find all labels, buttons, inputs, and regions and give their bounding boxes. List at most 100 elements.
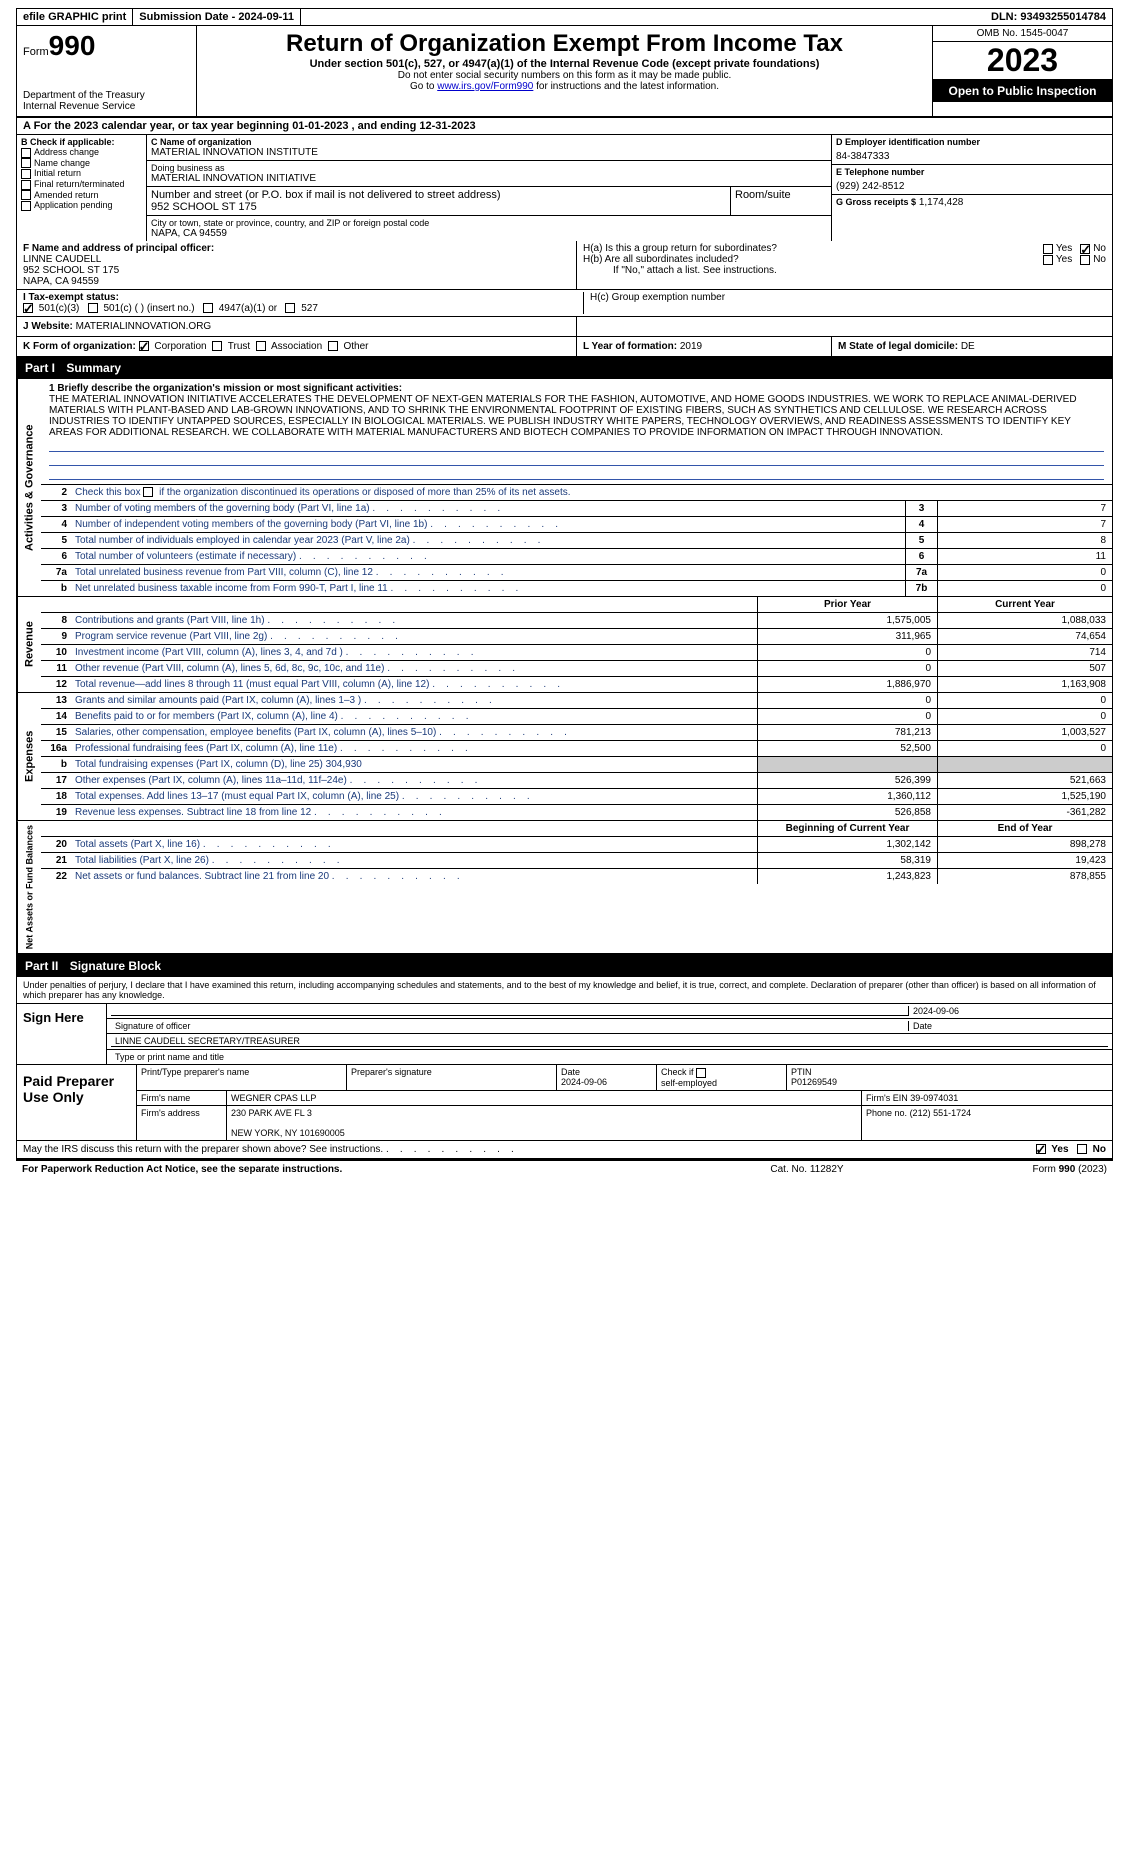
year-formation-label: L Year of formation: xyxy=(583,341,677,352)
phone-value: (929) 242-8512 xyxy=(836,181,1108,192)
line-num: 14 xyxy=(41,709,71,724)
current-year-value: 1,525,190 xyxy=(937,789,1112,804)
line-num: 10 xyxy=(41,645,71,660)
blank-line xyxy=(49,468,1104,480)
prior-year-value: 1,886,970 xyxy=(757,677,937,692)
line-num: 13 xyxy=(41,693,71,708)
chk-other[interactable] xyxy=(328,341,338,351)
line-desc: Grants and similar amounts paid (Part IX… xyxy=(71,693,757,708)
line-desc: Other revenue (Part VIII, column (A), li… xyxy=(71,661,757,676)
current-year-value: 714 xyxy=(937,645,1112,660)
current-year-value: -361,282 xyxy=(937,805,1112,820)
line-desc: Check this box if the organization disco… xyxy=(71,485,1112,500)
signature-block: Under penalties of perjury, I declare th… xyxy=(16,977,1113,1141)
irs-link[interactable]: www.irs.gov/Form990 xyxy=(437,81,533,92)
line-num: 5 xyxy=(41,533,71,548)
chk-corp[interactable] xyxy=(139,341,149,351)
form-footer-label: Form 990 (2023) xyxy=(907,1164,1107,1175)
goto-note: Go to www.irs.gov/Form990 for instructio… xyxy=(203,81,926,92)
chk-discuss-no[interactable] xyxy=(1077,1144,1087,1154)
chk-self-emp[interactable] xyxy=(696,1068,706,1078)
chk-501c[interactable] xyxy=(88,303,98,313)
state-domicile: DE xyxy=(961,341,975,352)
chk-ha-no[interactable] xyxy=(1080,244,1090,254)
gross-label: G Gross receipts $ xyxy=(836,197,916,207)
line-desc: Contributions and grants (Part VIII, lin… xyxy=(71,613,757,628)
hb-yes: Yes xyxy=(1056,254,1072,265)
prior-year-value: 52,500 xyxy=(757,741,937,756)
hb-note: If "No," attach a list. See instructions… xyxy=(583,265,1106,276)
current-year-value: 0 xyxy=(937,693,1112,708)
chk-assoc[interactable] xyxy=(256,341,266,351)
prior-year-value: 1,575,005 xyxy=(757,613,937,628)
form-number: 990 xyxy=(49,30,96,61)
state-domicile-label: M State of legal domicile: xyxy=(838,341,958,352)
dln: DLN: 93493255014784 xyxy=(985,9,1112,25)
line-desc: Number of independent voting members of … xyxy=(71,517,905,532)
opt-527: 527 xyxy=(301,303,318,314)
firm-name-label: Firm's name xyxy=(137,1091,227,1105)
prior-year-value: 1,302,142 xyxy=(757,837,937,852)
ein-value: 84-3847333 xyxy=(836,151,1108,162)
line-value: 0 xyxy=(937,581,1112,596)
line-num: 9 xyxy=(41,629,71,644)
line-row: 18Total expenses. Add lines 13–17 (must … xyxy=(41,789,1112,805)
chk-address-change[interactable] xyxy=(21,148,31,158)
line-value: 8 xyxy=(937,533,1112,548)
chk-trust[interactable] xyxy=(212,341,222,351)
chk-hb-yes[interactable] xyxy=(1043,255,1053,265)
form-title: Return of Organization Exempt From Incom… xyxy=(203,30,926,58)
current-year-value xyxy=(937,757,1112,772)
line-num: 18 xyxy=(41,789,71,804)
chk-4947[interactable] xyxy=(203,303,213,313)
box-d: D Employer identification number 84-3847… xyxy=(832,135,1112,241)
chk-501c3[interactable] xyxy=(23,303,33,313)
officer-label: F Name and address of principal officer: xyxy=(23,243,570,254)
chk-name-change[interactable] xyxy=(21,158,31,168)
chk-amended[interactable] xyxy=(21,190,31,200)
chk-discontinued[interactable] xyxy=(143,487,153,497)
prior-year-value: 311,965 xyxy=(757,629,937,644)
firm-ein: 39-0974031 xyxy=(910,1093,958,1103)
opt-other: Other xyxy=(343,341,368,352)
dba-name: MATERIAL INNOVATION INITIATIVE xyxy=(151,173,827,184)
lbl-amended: Amended return xyxy=(34,190,99,200)
room-label: Room/suite xyxy=(735,189,827,201)
line-num: 12 xyxy=(41,677,71,692)
current-year-value: 898,278 xyxy=(937,837,1112,852)
submission-date: Submission Date - 2024-09-11 xyxy=(133,9,301,25)
box-c: C Name of organization MATERIAL INNOVATI… xyxy=(147,135,832,241)
chk-final-return[interactable] xyxy=(21,180,31,190)
activities-governance-section: Activities & Governance 1 Briefly descri… xyxy=(16,379,1113,597)
goto-pre: Go to xyxy=(410,81,437,92)
org-name-label: C Name of organization xyxy=(151,137,827,147)
type-print-label: Type or print name and title xyxy=(111,1052,228,1062)
line-num: 4 xyxy=(41,517,71,532)
chk-app-pending[interactable] xyxy=(21,201,31,211)
chk-ha-yes[interactable] xyxy=(1043,244,1053,254)
year-formation: 2019 xyxy=(680,341,702,352)
firm-addr1: 230 PARK AVE FL 3 xyxy=(231,1108,312,1118)
line-row: 11Other revenue (Part VIII, column (A), … xyxy=(41,661,1112,677)
cat-no: Cat. No. 11282Y xyxy=(707,1164,907,1175)
line-numcell: 7b xyxy=(905,581,937,596)
chk-527[interactable] xyxy=(285,303,295,313)
website-label: J Website: xyxy=(23,321,73,332)
discuss-no: No xyxy=(1093,1144,1106,1155)
box-h: H(a) Is this a group return for subordin… xyxy=(577,241,1112,289)
line-row: 17Other expenses (Part IX, column (A), l… xyxy=(41,773,1112,789)
part2-num: Part II xyxy=(25,959,58,973)
mission-label: 1 Briefly describe the organization's mi… xyxy=(49,383,402,394)
top-bar: efile GRAPHIC print Submission Date - 20… xyxy=(16,8,1113,26)
row-f-h: F Name and address of principal officer:… xyxy=(16,241,1113,290)
chk-initial-return[interactable] xyxy=(21,169,31,179)
part2-header: Part II Signature Block xyxy=(16,955,1113,977)
line-num: 6 xyxy=(41,549,71,564)
ptin-value: P01269549 xyxy=(791,1077,837,1087)
chk-discuss-yes[interactable] xyxy=(1036,1144,1046,1154)
line-num: 16a xyxy=(41,741,71,756)
part1-header: Part I Summary xyxy=(16,357,1113,379)
chk-hb-no[interactable] xyxy=(1080,255,1090,265)
lbl-name-change: Name change xyxy=(34,158,90,168)
prior-year-value: 58,319 xyxy=(757,853,937,868)
